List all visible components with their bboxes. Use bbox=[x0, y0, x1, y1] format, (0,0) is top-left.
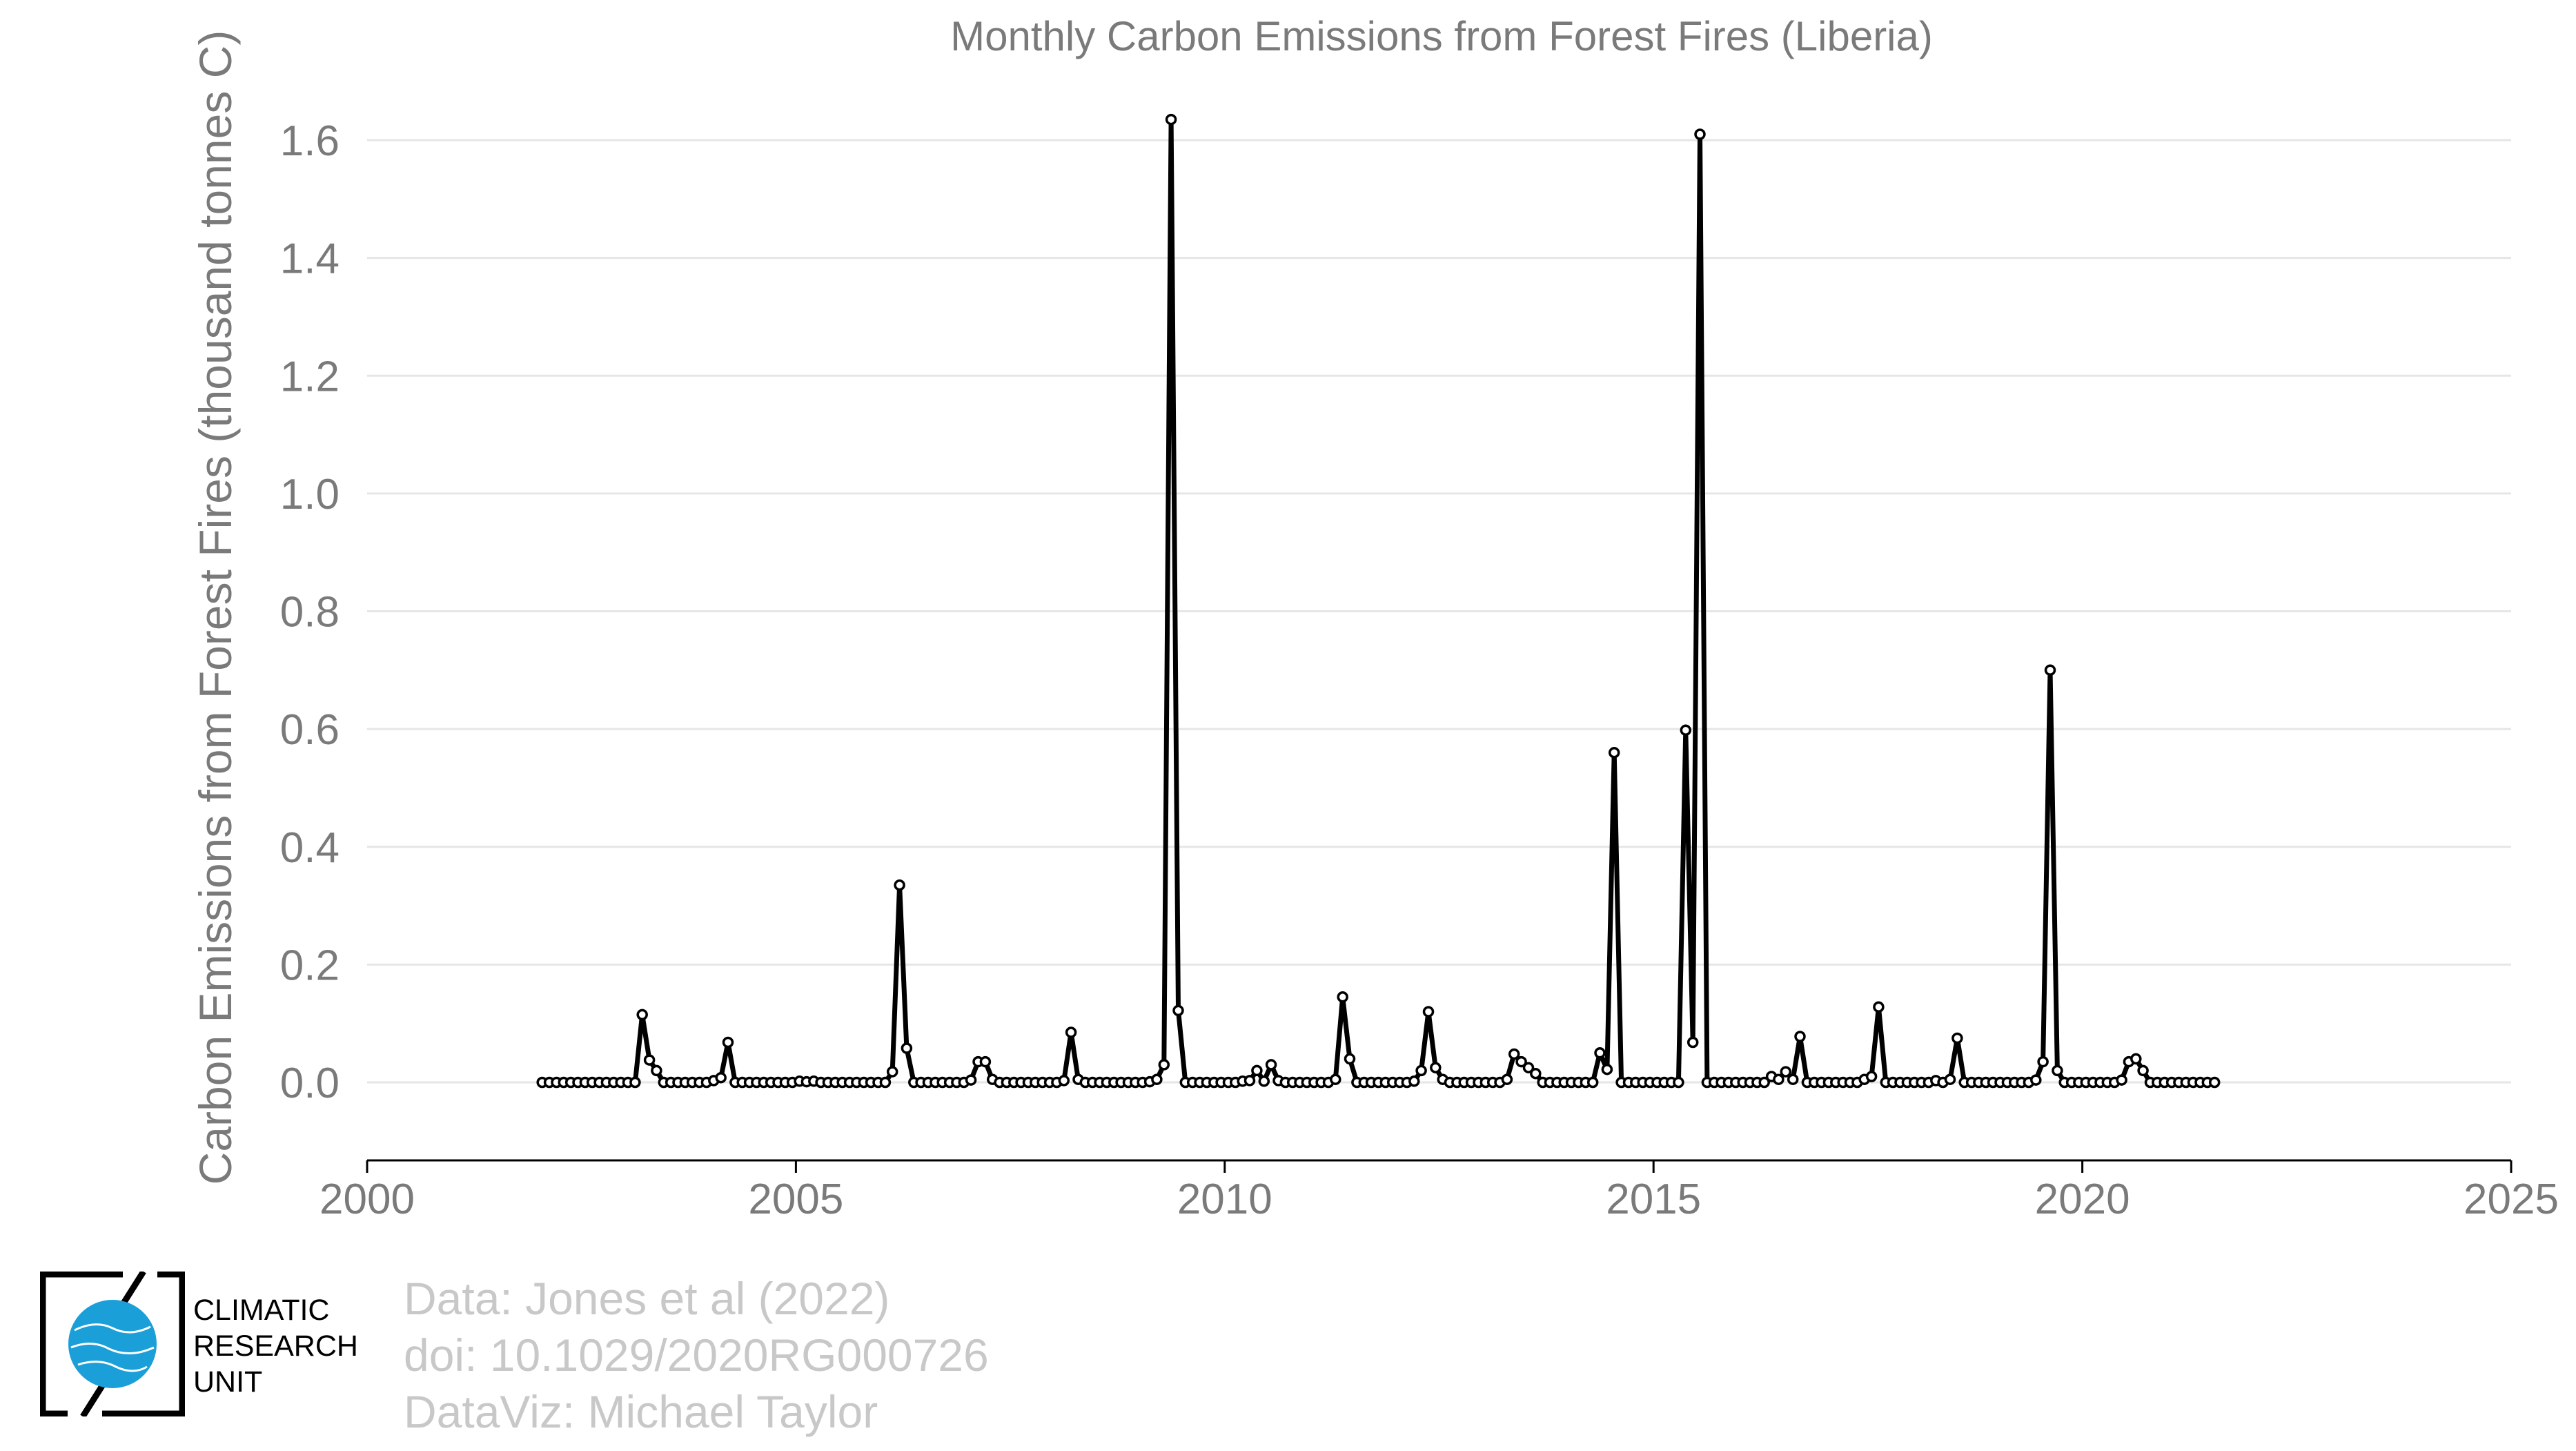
data-point bbox=[1515, 1055, 1527, 1068]
data-point bbox=[2052, 1064, 2063, 1077]
logo-line-2: RESEARCH bbox=[193, 1330, 358, 1363]
data-point bbox=[2208, 1076, 2221, 1089]
data-point bbox=[1694, 128, 1706, 140]
data-point bbox=[1522, 1062, 1535, 1073]
data-point bbox=[1337, 991, 1348, 1003]
data-point bbox=[1251, 1064, 1263, 1077]
credit-data-source: Data: Jones et al (2022) bbox=[404, 1273, 890, 1324]
data-point bbox=[1415, 1064, 1427, 1077]
x-tick-label: 2025 bbox=[2464, 1176, 2559, 1223]
data-point bbox=[1794, 1031, 1806, 1042]
series-group bbox=[536, 113, 2221, 1089]
data-point bbox=[1501, 1073, 1513, 1085]
data-point bbox=[1773, 1073, 1784, 1085]
cru-logo-text: CLIMATIC RESEARCH UNIT bbox=[193, 1292, 358, 1400]
data-point bbox=[1508, 1048, 1520, 1060]
data-point bbox=[629, 1076, 641, 1089]
x-tick-label: 2000 bbox=[319, 1176, 415, 1223]
data-point bbox=[1758, 1076, 1770, 1089]
cru-logo bbox=[39, 1269, 186, 1419]
data-point bbox=[1172, 1004, 1184, 1017]
data-point bbox=[2037, 1055, 2049, 1068]
data-point bbox=[715, 1071, 727, 1084]
y-tick-label: 1.6 bbox=[280, 117, 340, 165]
data-point bbox=[2030, 1074, 2042, 1086]
x-tick-label: 2020 bbox=[2035, 1176, 2130, 1223]
data-point bbox=[1601, 1063, 1613, 1075]
y-tick-label: 0.2 bbox=[280, 942, 340, 989]
data-point bbox=[1530, 1067, 1542, 1080]
y-tick-label: 1.0 bbox=[280, 471, 340, 518]
data-point bbox=[722, 1036, 734, 1049]
data-point bbox=[1586, 1076, 1599, 1089]
x-tick-label: 2005 bbox=[748, 1176, 843, 1223]
data-point bbox=[2044, 664, 2056, 676]
x-tick-label: 2010 bbox=[1177, 1176, 1272, 1223]
data-point bbox=[2130, 1053, 2142, 1065]
data-point bbox=[1065, 1026, 1077, 1038]
y-tick-label: 0.4 bbox=[280, 824, 340, 872]
data-point bbox=[1151, 1073, 1163, 1085]
data-point bbox=[1158, 1059, 1170, 1071]
x-ticks: 2000 2005 2010 2015 2020 2025 bbox=[319, 1160, 2559, 1223]
data-point bbox=[979, 1055, 992, 1068]
data-point bbox=[886, 1066, 898, 1078]
data-point bbox=[1243, 1075, 1256, 1087]
y-tick-label: 0.8 bbox=[280, 589, 340, 636]
cru-logo-mark bbox=[39, 1269, 186, 1419]
data-point bbox=[1787, 1073, 1799, 1085]
data-point bbox=[1951, 1032, 1963, 1044]
globe-icon bbox=[68, 1300, 157, 1388]
data-point bbox=[965, 1074, 977, 1086]
y-tick-labels: 0.0 0.2 0.4 0.6 0.8 1.0 1.2 1.4 1.6 bbox=[280, 117, 340, 1107]
data-credits: Data: Jones et al (2022) doi: 10.1029/20… bbox=[404, 1270, 989, 1440]
data-point bbox=[1680, 724, 1692, 737]
data-point bbox=[636, 1009, 648, 1021]
chart-title: Monthly Carbon Emissions from Forest Fir… bbox=[950, 13, 1933, 59]
y-axis-label: Carbon Emissions from Forest Fires (thou… bbox=[190, 30, 241, 1185]
logo-line-1: CLIMATIC bbox=[193, 1294, 330, 1327]
credit-dataviz: DataViz: Michael Taylor bbox=[404, 1386, 878, 1437]
data-point bbox=[1944, 1073, 1956, 1085]
data-point bbox=[1258, 1075, 1270, 1087]
data-point bbox=[2137, 1064, 2149, 1077]
data-point bbox=[1265, 1059, 1277, 1071]
data-point bbox=[1430, 1062, 1442, 1073]
data-point bbox=[1408, 1075, 1420, 1087]
data-point bbox=[1873, 1001, 1885, 1013]
y-tick-label: 1.2 bbox=[280, 353, 340, 400]
data-point bbox=[1058, 1075, 1070, 1087]
data-point bbox=[1780, 1066, 1792, 1078]
data-point bbox=[1330, 1073, 1341, 1085]
data-point bbox=[1865, 1071, 1878, 1082]
credit-doi: doi: 10.1029/2020RG000726 bbox=[404, 1330, 989, 1381]
logo-line-3: UNIT bbox=[193, 1365, 263, 1399]
data-point bbox=[1165, 113, 1177, 126]
y-tick-label: 1.4 bbox=[280, 235, 340, 283]
series-line bbox=[542, 117, 2215, 1085]
data-point bbox=[1594, 1047, 1606, 1059]
data-point bbox=[879, 1076, 892, 1089]
data-point bbox=[1687, 1036, 1699, 1049]
data-point bbox=[643, 1054, 656, 1066]
data-point bbox=[1608, 747, 1620, 759]
data-point bbox=[1344, 1053, 1356, 1065]
y-tick-label: 0.0 bbox=[280, 1060, 340, 1107]
gridlines bbox=[367, 139, 2511, 1084]
data-point bbox=[901, 1042, 913, 1054]
data-point bbox=[1422, 1006, 1435, 1017]
y-tick-label: 0.6 bbox=[280, 706, 340, 754]
data-point bbox=[651, 1064, 662, 1077]
data-point bbox=[2116, 1074, 2127, 1086]
data-point bbox=[1673, 1076, 1684, 1089]
x-tick-label: 2015 bbox=[1606, 1176, 1701, 1223]
data-point bbox=[894, 879, 905, 891]
